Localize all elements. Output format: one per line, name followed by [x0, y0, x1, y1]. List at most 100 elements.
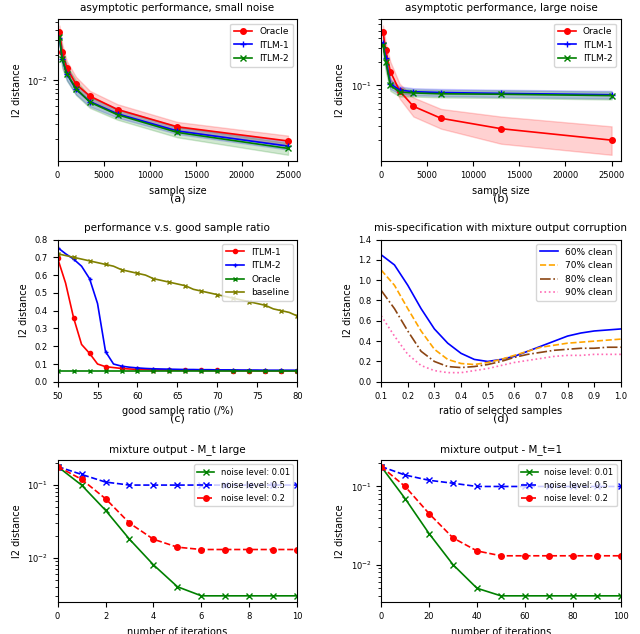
80% clean: [497, 358, 505, 365]
Oracle: [214, 367, 221, 375]
noise level: 0.5: (7, 0.1): 0.5: (7, 0.1): [221, 481, 229, 489]
ITLM-2: [157, 365, 165, 373]
60% clean: [537, 342, 545, 350]
ITLM-2: [293, 366, 301, 374]
Oracle: [262, 367, 269, 375]
baseline: [54, 250, 61, 257]
noise level: 0.5: (100, 0.1): 0.5: (100, 0.1): [617, 482, 625, 490]
Text: (d): (d): [493, 413, 509, 424]
baseline: [285, 309, 293, 316]
noise level: 0.01: (7, 0.003): 0.01: (7, 0.003): [221, 592, 229, 600]
Oracle: [86, 367, 93, 375]
noise level: 0.2: (8, 0.013): 0.2: (8, 0.013): [246, 546, 253, 553]
baseline: [109, 262, 117, 270]
Line: noise level: 0.2: noise level: 0.2: [378, 463, 623, 559]
ITLM-1: [382, 55, 390, 62]
baseline: [198, 287, 205, 295]
baseline: [246, 298, 253, 306]
ITLM-2: [379, 41, 387, 48]
ITLM-2: [134, 364, 141, 372]
noise level: 0.01: (30, 0.01): 0.01: (30, 0.01): [449, 561, 457, 569]
70% clean: [431, 346, 438, 353]
90% clean: [537, 354, 545, 362]
ITLM-2: [205, 366, 213, 373]
baseline: [205, 289, 213, 297]
70% clean: [457, 359, 465, 367]
80% clean: [444, 363, 452, 370]
Text: (a): (a): [170, 193, 185, 203]
X-axis label: good sample ratio (/%): good sample ratio (/%): [122, 406, 233, 416]
60% clean: [590, 327, 598, 335]
90% clean: [604, 351, 611, 358]
Legend: Oracle, ITLM-1, ITLM-2: Oracle, ITLM-1, ITLM-2: [230, 23, 292, 67]
noise level: 0.5: (10, 0.14): 0.5: (10, 0.14): [401, 471, 409, 479]
Legend: noise level: 0.01, noise level: 0.5, noise level: 0.2: noise level: 0.01, noise level: 0.5, noi…: [194, 464, 293, 506]
Oracle: [72, 81, 80, 88]
noise level: 0.01: (70, 0.004): 0.01: (70, 0.004): [545, 592, 553, 600]
ITLM-1: [93, 360, 101, 368]
60% clean: [524, 347, 531, 355]
Oracle: [182, 367, 189, 375]
Y-axis label: l2 distance: l2 distance: [335, 63, 345, 117]
ITLM-2: [246, 366, 253, 374]
ITLM-1: [61, 280, 69, 287]
noise level: 0.01: (60, 0.004): 0.01: (60, 0.004): [521, 592, 529, 600]
Oracle: [173, 123, 181, 131]
Line: ITLM-1: ITLM-1: [57, 35, 291, 149]
90% clean: [390, 332, 398, 340]
Oracle: [77, 367, 85, 375]
60% clean: [604, 326, 611, 333]
ITLM-1: [72, 86, 80, 93]
80% clean: [617, 344, 625, 351]
70% clean: [550, 341, 558, 349]
noise level: 0.2: (20, 0.045): 0.2: (20, 0.045): [425, 510, 433, 517]
noise level: 0.01: (6, 0.003): 0.01: (6, 0.003): [198, 592, 205, 600]
Line: ITLM-2: ITLM-2: [57, 34, 291, 151]
noise level: 0.2: (70, 0.013): 0.2: (70, 0.013): [545, 552, 553, 560]
ITLM-2: [269, 366, 277, 374]
ITLM-1: [278, 367, 285, 375]
noise level: 0.5: (20, 0.12): 0.5: (20, 0.12): [425, 477, 433, 484]
ITLM-1: [58, 55, 66, 63]
Oracle: [125, 367, 133, 375]
Oracle: [379, 28, 387, 36]
Oracle: [70, 367, 77, 375]
60% clean: [484, 358, 492, 365]
ITLM-1: [70, 314, 77, 321]
ITLM-2: [86, 275, 93, 283]
90% clean: [404, 351, 412, 358]
noise level: 0.2: (60, 0.013): 0.2: (60, 0.013): [521, 552, 529, 560]
ITLM-1: [141, 366, 149, 373]
90% clean: [577, 352, 585, 359]
X-axis label: sample size: sample size: [148, 186, 206, 195]
Oracle: [382, 46, 390, 54]
80% clean: [390, 305, 398, 313]
Oracle: [230, 367, 237, 375]
80% clean: [457, 364, 465, 372]
noise level: 0.5: (0, 0.18): 0.5: (0, 0.18): [54, 463, 61, 470]
60% clean: [470, 356, 478, 363]
Oracle: [497, 125, 505, 133]
noise level: 0.2: (6, 0.013): 0.2: (6, 0.013): [198, 546, 205, 553]
Text: (c): (c): [170, 413, 185, 424]
ITLM-2: [54, 243, 61, 251]
Oracle: [396, 87, 403, 94]
70% clean: [378, 266, 385, 274]
ITLM-1: [379, 39, 387, 46]
Title: mixture output - M_t=1: mixture output - M_t=1: [440, 444, 562, 455]
70% clean: [604, 336, 611, 344]
70% clean: [590, 337, 598, 345]
ITLM-2: [284, 145, 292, 152]
ITLM-1: [410, 88, 417, 96]
Line: Oracle: Oracle: [380, 29, 614, 143]
ITLM-1: [118, 365, 125, 372]
ITLM-1: [396, 86, 403, 94]
ITLM-2: [77, 262, 85, 270]
70% clean: [417, 327, 425, 335]
ITLM-1: [173, 366, 181, 374]
Oracle: [410, 103, 417, 110]
noise level: 0.2: (7, 0.013): 0.2: (7, 0.013): [221, 546, 229, 553]
ITLM-1: [125, 365, 133, 373]
ITLM-2: [214, 366, 221, 373]
Oracle: [93, 367, 101, 375]
